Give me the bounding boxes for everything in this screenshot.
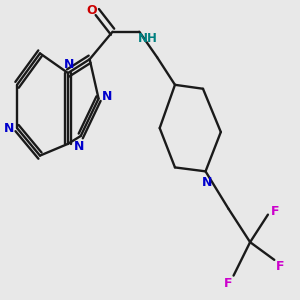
Text: F: F: [224, 277, 232, 290]
Text: N: N: [101, 90, 112, 103]
Text: N: N: [64, 58, 74, 71]
Text: N: N: [74, 140, 85, 154]
Text: F: F: [276, 260, 284, 273]
Text: N: N: [202, 176, 212, 189]
Text: F: F: [271, 205, 279, 218]
Text: O: O: [86, 4, 97, 16]
Text: NH: NH: [138, 32, 158, 45]
Text: N: N: [4, 122, 14, 135]
